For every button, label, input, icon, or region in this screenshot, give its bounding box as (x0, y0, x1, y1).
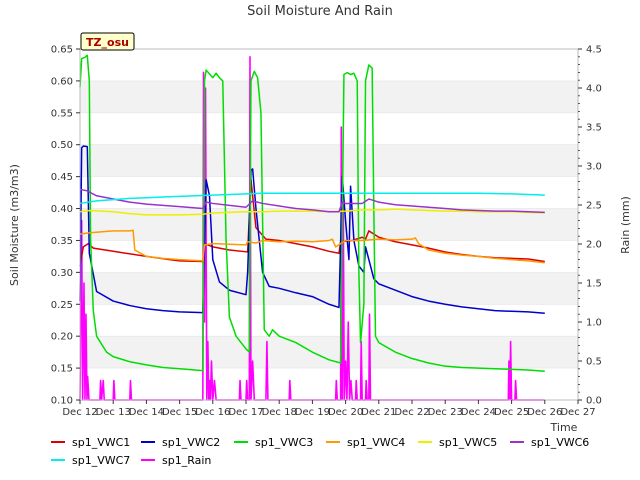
grid-band (80, 208, 578, 241)
y2-tick-label: 2.0 (586, 240, 602, 251)
y-axis-left: 0.10 0.15 0.20 0.25 0.30 0.35 0.40 0.45 0.50 0.55… (51, 45, 80, 407)
x-tick-label: Dec 23 (428, 407, 463, 418)
y2-tick-label: 4.5 (586, 45, 602, 56)
y-tick-label: 0.40 (51, 204, 73, 215)
x-tick-label: Dec 13 (96, 407, 131, 418)
x-axis-title: Time (550, 421, 578, 434)
x-tick-label: Dec 21 (361, 407, 396, 418)
series-line-sp1-vwc3 (79, 54, 545, 373)
grid-band (80, 272, 578, 305)
y-tick-label: 0.10 (51, 396, 73, 407)
y2-tick-label: 3.0 (586, 162, 602, 173)
x-tick-label: Dec 17 (228, 407, 263, 418)
legend-label-sp1-vwc6: sp1_VWC6 (531, 436, 589, 449)
grid-bands (80, 48, 578, 401)
y-axis-right: 0.0 0.5 1.0 1.5 2.0 2.5 3.0 3.5 4.0 4.5 (578, 45, 602, 407)
y-tick-label: 0.35 (51, 236, 73, 247)
annotation-box (80, 32, 135, 51)
y-tick-label: 0.50 (51, 140, 73, 151)
series-line-sp1-vwc4 (79, 229, 545, 264)
y2-tick-label: 1.0 (586, 318, 602, 329)
y-tick-label: 0.60 (51, 76, 73, 87)
y-axis-title: Soil Moisture (m3/m3) (8, 164, 21, 286)
y2-tick-label: 3.5 (586, 123, 602, 134)
series-layer (79, 54, 545, 401)
legend-label-sp1-vwc5: sp1_VWC5 (439, 436, 497, 449)
legend-label-sp1-vwc1: sp1_VWC1 (72, 436, 130, 449)
chart-title: Soil Moisture And Rain (247, 4, 393, 19)
y2-tick-label: 1.5 (586, 279, 602, 290)
y-tick-label: 0.65 (51, 45, 73, 56)
y-tick-label: 0.30 (51, 268, 73, 279)
legend: sp1_VWC1 sp1_VWC2 sp1_VWC3 sp1_VWC4 sp1_VWC5… (51, 436, 589, 467)
y2-axis-title: Rain (mm) (619, 196, 632, 254)
x-tick-label: Dec 16 (195, 407, 230, 418)
legend-label-sp1-vwc7: sp1_VWC7 (72, 454, 130, 467)
x-tick-label: Dec 15 (162, 407, 197, 418)
legend-label-sp1-vwc4: sp1_VWC4 (347, 436, 405, 449)
y-tick-label: 0.45 (51, 172, 73, 183)
annotation-text: TZ_osu (86, 36, 129, 49)
y2-tick-label: 0.0 (586, 396, 602, 407)
x-tick-label: Dec 20 (328, 407, 363, 418)
y2-tick-label: 2.5 (586, 201, 602, 212)
x-tick-label: Dec 26 (527, 407, 562, 418)
legend-label-sp1-rain: sp1_Rain (162, 454, 211, 467)
plot-frame (79, 48, 579, 401)
x-tick-label: Dec 22 (394, 407, 429, 418)
grid-band (80, 80, 578, 113)
grid-band (80, 336, 578, 369)
series-line-sp1-vwc2 (79, 145, 545, 314)
x-tick-label: Dec 24 (461, 407, 496, 418)
x-tick-label: Dec 12 (62, 407, 97, 418)
x-tick-label: Dec 27 (560, 407, 595, 418)
grid-band (80, 144, 578, 177)
legend-label-sp1-vwc3: sp1_VWC3 (255, 436, 313, 449)
x-tick-label: Dec 14 (129, 407, 164, 418)
series-line-sp1-vwc7 (79, 192, 545, 205)
y-tick-label: 0.25 (51, 300, 73, 311)
x-tick-label: Dec 25 (494, 407, 529, 418)
series-line-sp1-vwc1 (79, 179, 545, 267)
y2-tick-label: 0.5 (586, 357, 602, 368)
series-line-sp1-vwc5 (79, 208, 545, 216)
y-tick-label: 0.20 (51, 332, 73, 343)
site-annotation: TZ_osu (80, 32, 135, 51)
x-tick-label: Dec 18 (262, 407, 297, 418)
legend-label-sp1-vwc2: sp1_VWC2 (162, 436, 220, 449)
y-tick-label: 0.15 (51, 364, 73, 375)
series-line-sp1-vwc6 (79, 188, 545, 214)
y2-tick-label: 4.0 (586, 84, 602, 95)
y-tick-label: 0.55 (51, 108, 73, 119)
x-tick-label: Dec 19 (295, 407, 330, 418)
